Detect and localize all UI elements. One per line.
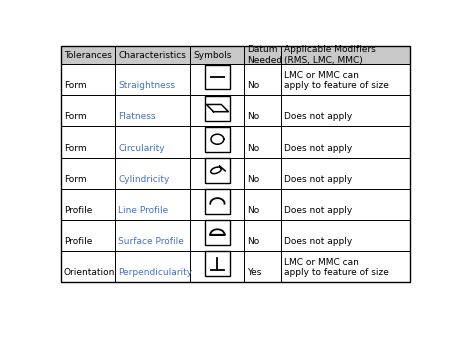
Bar <box>61 251 115 282</box>
Text: Orientation: Orientation <box>64 268 115 277</box>
Bar <box>190 126 244 157</box>
Bar <box>204 220 230 245</box>
Bar <box>190 220 244 251</box>
Text: Profile: Profile <box>64 237 92 246</box>
Bar <box>244 126 280 157</box>
Bar <box>115 64 190 95</box>
Bar <box>244 46 280 64</box>
Bar <box>115 251 190 282</box>
Text: No: No <box>247 81 259 90</box>
Bar <box>61 157 115 189</box>
Bar <box>204 127 230 152</box>
Text: No: No <box>247 175 259 184</box>
Bar <box>61 220 115 251</box>
Bar <box>61 46 409 282</box>
Text: Does not apply: Does not apply <box>283 175 352 184</box>
Bar <box>115 220 190 251</box>
Bar <box>61 64 115 95</box>
Bar <box>280 46 409 64</box>
Text: No: No <box>247 206 259 215</box>
Bar <box>115 126 190 157</box>
Bar <box>280 157 409 189</box>
Bar <box>280 95 409 126</box>
Text: Does not apply: Does not apply <box>283 112 352 121</box>
Text: Profile: Profile <box>64 206 92 215</box>
Bar <box>204 189 230 214</box>
Bar <box>190 251 244 282</box>
Bar <box>280 64 409 95</box>
Bar <box>190 95 244 126</box>
Text: Perpendicularity: Perpendicularity <box>118 268 192 277</box>
Bar <box>61 126 115 157</box>
Text: Flatness: Flatness <box>118 112 155 121</box>
Bar <box>190 46 244 64</box>
Bar <box>115 157 190 189</box>
Text: Does not apply: Does not apply <box>283 144 352 153</box>
Text: Form: Form <box>64 81 86 90</box>
Text: Datum
Needed: Datum Needed <box>247 45 282 65</box>
Bar <box>244 64 280 95</box>
Bar <box>61 46 115 64</box>
Bar <box>280 220 409 251</box>
Text: Symbols: Symbols <box>193 51 231 60</box>
Text: Line Profile: Line Profile <box>118 206 168 215</box>
Bar <box>244 220 280 251</box>
Text: No: No <box>247 237 259 246</box>
Text: Circularity: Circularity <box>118 144 164 153</box>
Bar <box>244 251 280 282</box>
Text: LMC or MMC can
apply to feature of size: LMC or MMC can apply to feature of size <box>283 71 388 90</box>
Bar <box>204 65 230 90</box>
Bar <box>204 96 230 121</box>
Text: Characteristics: Characteristics <box>118 51 185 60</box>
Text: Surface Profile: Surface Profile <box>118 237 184 246</box>
Bar <box>61 189 115 220</box>
Text: Applicable Modifiers
(RMS, LMC, MMC): Applicable Modifiers (RMS, LMC, MMC) <box>283 45 375 65</box>
Bar <box>204 251 230 276</box>
Bar <box>115 46 190 64</box>
Bar <box>280 251 409 282</box>
Text: No: No <box>247 144 259 153</box>
Text: Cylindricity: Cylindricity <box>118 175 169 184</box>
Text: Does not apply: Does not apply <box>283 237 352 246</box>
Text: Straightness: Straightness <box>118 81 175 90</box>
Text: Form: Form <box>64 175 86 184</box>
Bar <box>61 95 115 126</box>
Bar <box>204 158 230 183</box>
Bar <box>115 189 190 220</box>
Bar <box>190 189 244 220</box>
Bar <box>190 157 244 189</box>
Bar <box>190 64 244 95</box>
Bar <box>244 157 280 189</box>
Bar <box>115 95 190 126</box>
Bar <box>280 189 409 220</box>
Text: Form: Form <box>64 112 86 121</box>
Text: No: No <box>247 112 259 121</box>
Bar <box>280 126 409 157</box>
Text: Tolerances: Tolerances <box>64 51 112 60</box>
Text: Yes: Yes <box>247 268 261 277</box>
Text: Does not apply: Does not apply <box>283 206 352 215</box>
Bar <box>244 95 280 126</box>
Text: Form: Form <box>64 144 86 153</box>
Bar <box>244 189 280 220</box>
Text: LMC or MMC can
apply to feature of size: LMC or MMC can apply to feature of size <box>283 258 388 277</box>
